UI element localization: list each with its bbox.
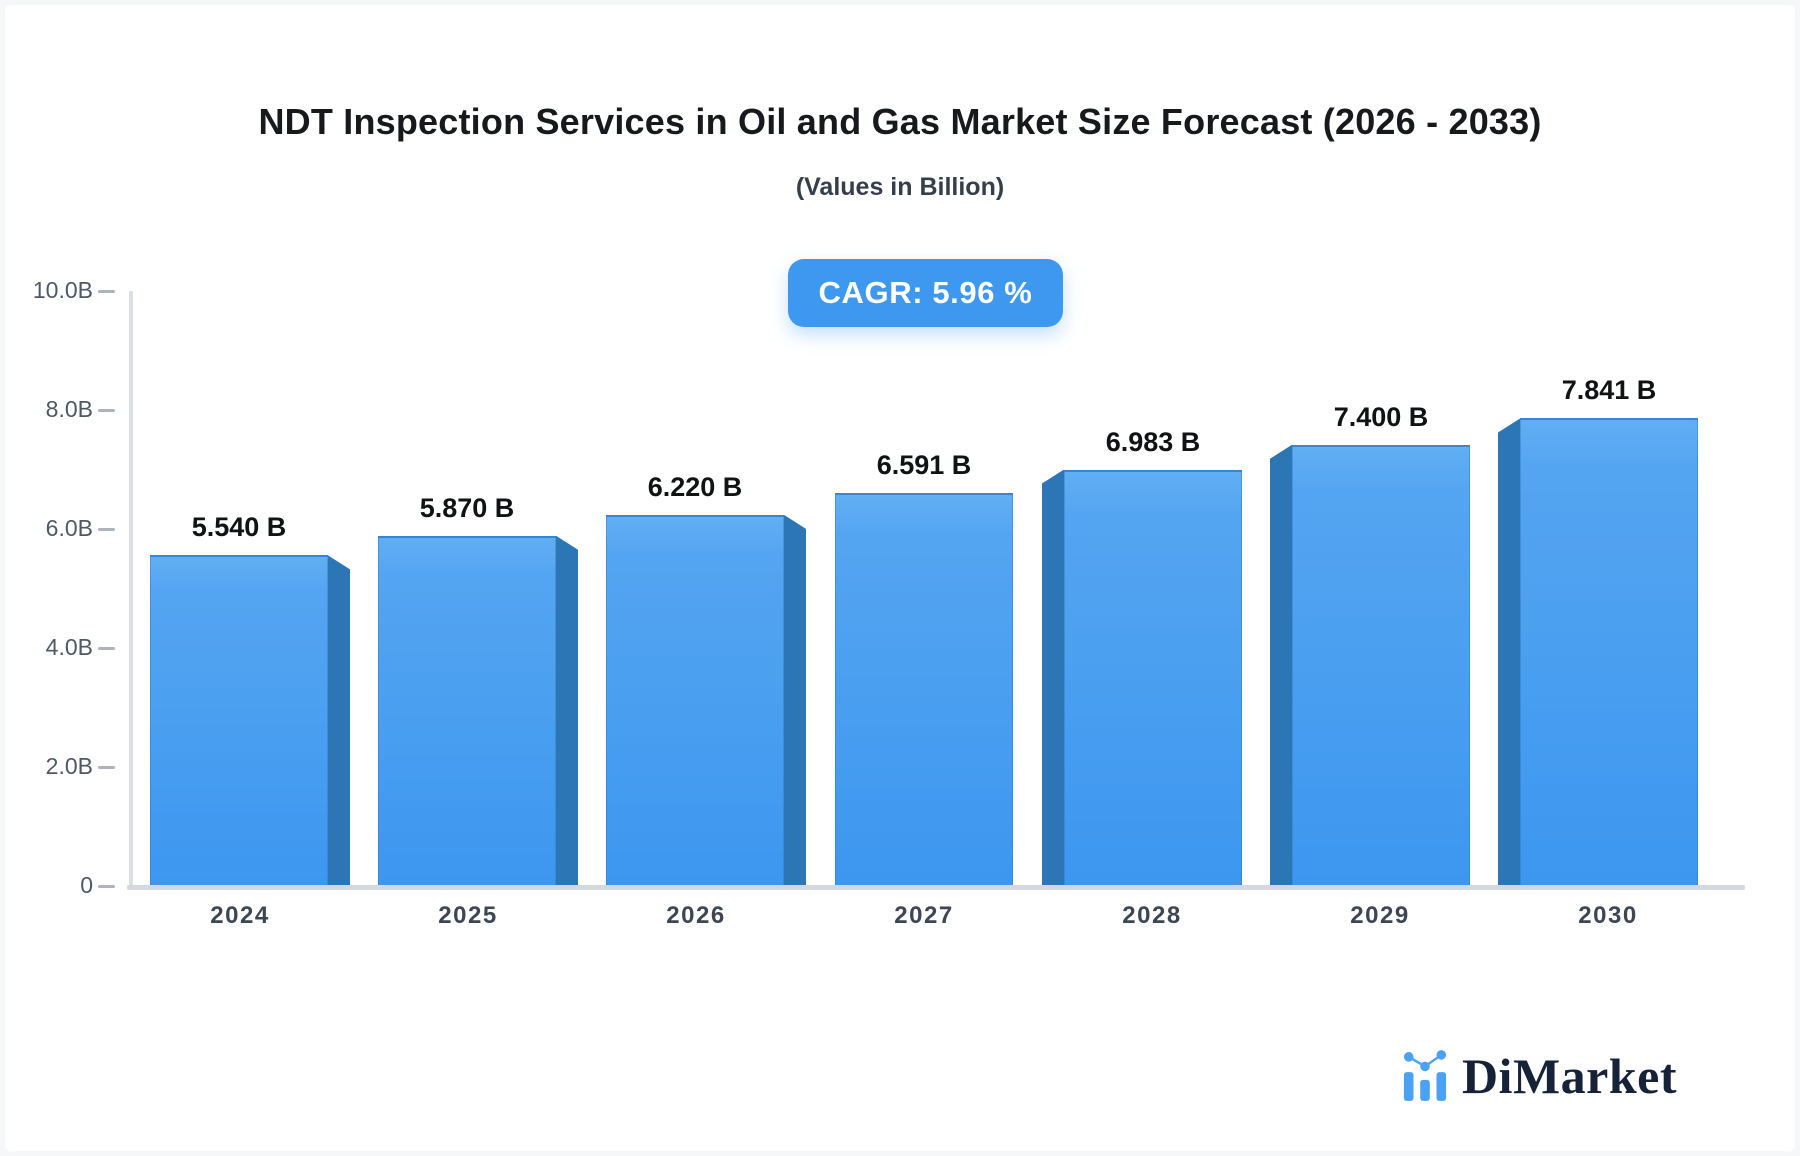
bar-2025-side-face bbox=[556, 535, 578, 885]
bar-chart-with-dots-icon bbox=[1403, 1050, 1447, 1101]
bar-2027 bbox=[835, 492, 1013, 885]
y-tick-label: 4.0B bbox=[45, 634, 93, 660]
bar-2029-side-face bbox=[1270, 444, 1292, 885]
bar-2030 bbox=[1520, 418, 1698, 885]
bar-group bbox=[606, 514, 806, 885]
bar-value-label: 5.870 B bbox=[419, 492, 515, 523]
y-tick-label: 8.0B bbox=[45, 396, 93, 422]
y-tick-mark bbox=[98, 290, 115, 293]
bar-value-label: 6.220 B bbox=[647, 471, 743, 502]
bar-group bbox=[1042, 469, 1242, 885]
bar-group bbox=[1498, 418, 1698, 885]
x-axis-label-2025: 2025 bbox=[438, 902, 498, 929]
cagr-badge-label: CAGR: 5.96 % bbox=[818, 275, 1033, 310]
x-axis-label-2029: 2029 bbox=[1350, 902, 1410, 929]
y-tick-label: 10.0B bbox=[32, 277, 93, 303]
bar-group bbox=[835, 492, 1013, 885]
chart-card: NDT Inspection Services in Oil and Gas M… bbox=[5, 5, 1795, 1151]
y-tick-label: 0 bbox=[80, 872, 93, 898]
bar-2024 bbox=[150, 555, 328, 885]
bar-group bbox=[1270, 444, 1470, 885]
chart-subtitle: (Values in Billion) bbox=[795, 173, 1005, 201]
bar-value-label: 6.983 B bbox=[1105, 426, 1201, 457]
y-tick-mark bbox=[98, 409, 115, 412]
bar-value-label: 7.400 B bbox=[1333, 401, 1429, 432]
bar-2028-side-face bbox=[1042, 469, 1064, 885]
bar-2030-side-face bbox=[1498, 418, 1520, 885]
y-tick-label: 6.0B bbox=[45, 515, 93, 541]
x-axis-label-2024: 2024 bbox=[210, 902, 270, 929]
bar-value-label: 6.591 B bbox=[876, 449, 972, 480]
bar-group bbox=[378, 535, 578, 885]
bar-group bbox=[150, 555, 350, 885]
x-axis-label-2030: 2030 bbox=[1578, 902, 1638, 929]
y-tick-mark bbox=[98, 885, 115, 888]
x-axis-label-2027: 2027 bbox=[894, 902, 954, 929]
chart-title: NDT Inspection Services in Oil and Gas M… bbox=[258, 101, 1542, 142]
x-axis-baseline bbox=[127, 885, 1745, 890]
cagr-badge: CAGR: 5.96 % bbox=[788, 259, 1063, 327]
bar-2026-side-face bbox=[784, 514, 806, 885]
y-tick-label: 2.0B bbox=[45, 753, 93, 779]
y-tick-mark bbox=[98, 766, 115, 769]
bar-value-label: 5.540 B bbox=[191, 512, 287, 543]
bar-2024-side-face bbox=[328, 555, 350, 885]
bar-value-label: 7.841 B bbox=[1561, 375, 1657, 406]
y-tick-mark bbox=[98, 647, 115, 650]
brand-name: DiMarket bbox=[1461, 1048, 1677, 1104]
x-axis-label-2026: 2026 bbox=[666, 902, 726, 929]
x-axis-label-2028: 2028 bbox=[1122, 902, 1182, 929]
brand-logo: DiMarket bbox=[1402, 1045, 1677, 1107]
y-axis-line bbox=[129, 291, 133, 886]
bar-2025 bbox=[378, 535, 556, 885]
y-tick-mark bbox=[98, 528, 115, 531]
bar-2026 bbox=[606, 514, 784, 885]
bar-2028 bbox=[1064, 469, 1242, 885]
bar-2029 bbox=[1292, 444, 1470, 885]
